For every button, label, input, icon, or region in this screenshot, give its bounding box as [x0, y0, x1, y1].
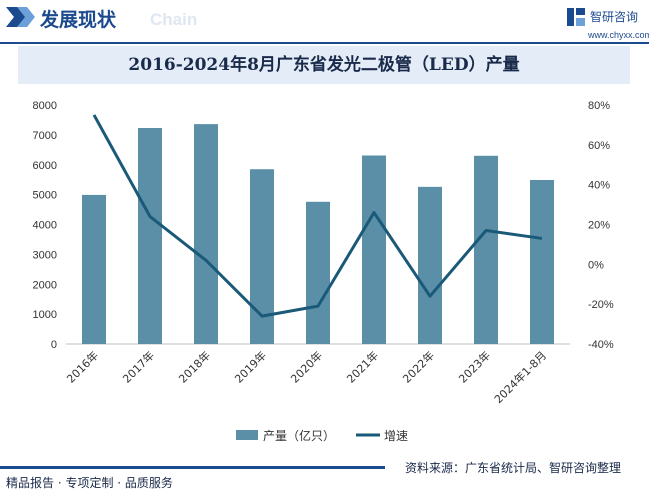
- y-left-tick-label: 8000: [33, 100, 57, 112]
- bar: [250, 169, 274, 344]
- x-tick-label: 2022年: [400, 348, 437, 385]
- chart-title-band: 2016-2024年8月广东省发光二极管（LED）产量: [18, 46, 630, 84]
- bar: [194, 124, 218, 345]
- header-bar: 发展现状 Chain 智研咨询 www.chyxx.com: [0, 0, 649, 44]
- y-right-tick-label: 40%: [588, 180, 610, 192]
- legend-line-label: 增速: [384, 429, 408, 443]
- chart-title: 2016-2024年8月广东省发光二极管（LED）产量: [128, 55, 520, 75]
- y-left-tick-label: 3000: [33, 249, 57, 261]
- y-right-tick-label: 0%: [588, 259, 604, 271]
- section-title: 发展现状: [40, 9, 117, 31]
- brand-name: 智研咨询: [590, 10, 639, 24]
- x-tick-label: 2024年1-8月: [491, 348, 549, 406]
- bar: [530, 179, 554, 344]
- x-tick-label: 2021年: [344, 348, 381, 385]
- y-left-tick-label: 4000: [33, 220, 57, 232]
- bar: [138, 128, 162, 344]
- bar: [474, 155, 498, 344]
- y-right-tick-label: -40%: [588, 339, 614, 351]
- y-left-tick-label: 0: [51, 339, 57, 351]
- bar: [362, 155, 386, 344]
- header-rule: [0, 42, 649, 44]
- y-right-tick-label: 20%: [588, 220, 610, 232]
- x-tick-label: 2017年: [120, 348, 157, 385]
- bar: [82, 194, 106, 344]
- x-tick-label: 2023年: [456, 348, 493, 385]
- x-tick-label: 2018年: [176, 348, 213, 385]
- x-tick-label: 2020年: [288, 348, 325, 385]
- footer-slogan: 精品报告 · 专项定制 · 品质服务: [6, 476, 173, 490]
- x-tick-label: 2019年: [232, 348, 269, 385]
- bar: [418, 186, 442, 344]
- y-left-tick-label: 1000: [33, 309, 57, 321]
- y-right-tick-label: 60%: [588, 140, 610, 152]
- y-left-tick-label: 2000: [33, 279, 57, 291]
- y-right-tick-label: 80%: [588, 100, 610, 112]
- growth-line: [92, 114, 543, 318]
- legend-bar-label: 产量（亿只）: [263, 428, 335, 443]
- bar: [306, 201, 330, 344]
- footer-rule: [0, 466, 385, 469]
- legend-bar-swatch: [236, 430, 258, 440]
- y-right-tick-label: -20%: [588, 299, 614, 311]
- y-left-tick-label: 6000: [33, 160, 57, 172]
- header-watermark: Chain: [150, 10, 198, 29]
- brand-logo-icon: [567, 8, 585, 26]
- brand-url: www.chyxx.com: [588, 30, 649, 40]
- footer-source: 资料来源：广东省统计局、智研咨询整理: [405, 461, 622, 475]
- y-left-tick-label: 5000: [33, 190, 57, 202]
- section-flag-icon: [6, 7, 35, 27]
- y-left-tick-label: 7000: [33, 130, 57, 142]
- x-tick-label: 2016年: [64, 348, 101, 385]
